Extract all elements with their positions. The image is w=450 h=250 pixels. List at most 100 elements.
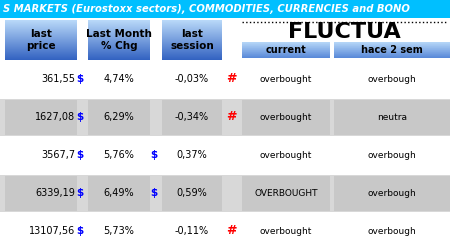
Bar	[5, 28, 77, 29]
Bar	[334, 56, 450, 57]
Text: last
price: last price	[26, 29, 56, 51]
Bar	[162, 34, 222, 35]
Bar	[242, 48, 330, 49]
Bar	[334, 44, 450, 45]
Text: hace 2 sem: hace 2 sem	[361, 45, 423, 55]
Text: $: $	[76, 74, 84, 84]
Bar	[5, 34, 77, 36]
Bar	[5, 46, 77, 47]
Bar	[88, 50, 150, 52]
Bar	[162, 42, 222, 43]
Text: overbough: overbough	[368, 188, 416, 198]
Bar	[242, 44, 330, 45]
Bar	[5, 36, 77, 38]
Text: 1627,08: 1627,08	[35, 112, 75, 122]
Bar	[334, 50, 450, 51]
Bar	[162, 48, 222, 50]
Bar	[88, 32, 150, 34]
Text: 0,59%: 0,59%	[176, 188, 207, 198]
Bar	[162, 28, 222, 30]
Text: -0,11%: -0,11%	[175, 226, 209, 236]
Bar	[5, 26, 77, 27]
Bar	[242, 49, 330, 50]
Bar	[88, 48, 150, 50]
Bar	[334, 42, 450, 43]
Bar	[88, 38, 150, 40]
Text: $: $	[76, 226, 84, 236]
Text: last
session: last session	[170, 29, 214, 51]
Bar	[5, 40, 77, 41]
Bar	[242, 55, 330, 56]
Bar	[5, 28, 77, 30]
Text: 4,74%: 4,74%	[104, 74, 135, 84]
Bar	[242, 52, 330, 53]
Bar	[162, 24, 222, 26]
Bar	[242, 176, 330, 211]
Text: -0,03%: -0,03%	[175, 74, 209, 84]
Bar	[242, 100, 330, 135]
Bar	[242, 42, 330, 43]
Bar	[162, 24, 222, 25]
Bar	[334, 44, 450, 45]
Bar	[242, 42, 330, 43]
Text: $: $	[76, 112, 84, 122]
Bar	[334, 54, 450, 55]
Bar	[242, 47, 330, 48]
Bar	[5, 34, 77, 35]
Bar	[242, 57, 330, 58]
Bar	[242, 46, 330, 47]
Bar	[242, 53, 330, 54]
Bar	[334, 45, 450, 46]
Bar	[162, 58, 222, 59]
Bar	[0, 175, 450, 212]
Bar	[5, 176, 77, 211]
Bar	[334, 53, 450, 54]
Bar	[162, 40, 222, 42]
Bar	[88, 32, 150, 33]
Bar	[162, 28, 222, 29]
Bar	[162, 30, 222, 32]
Bar	[242, 50, 330, 51]
Bar	[88, 44, 150, 45]
Bar	[334, 176, 450, 211]
Bar	[88, 56, 150, 57]
Bar	[88, 56, 150, 58]
Bar	[334, 48, 450, 49]
Bar	[162, 34, 222, 36]
Bar	[88, 176, 150, 211]
Bar	[5, 42, 77, 44]
Bar	[88, 36, 150, 38]
Bar	[162, 44, 222, 46]
Bar	[88, 42, 150, 43]
Bar	[88, 46, 150, 48]
Bar	[88, 52, 150, 53]
Bar	[88, 22, 150, 23]
Bar	[5, 50, 77, 52]
Text: overbought: overbought	[260, 150, 312, 160]
Bar	[88, 34, 150, 36]
Bar	[5, 52, 77, 54]
Bar	[242, 47, 330, 48]
Bar	[5, 100, 77, 135]
Bar	[334, 43, 450, 44]
Bar	[334, 51, 450, 52]
Bar	[162, 26, 222, 28]
Bar	[88, 28, 150, 30]
Bar	[162, 22, 222, 24]
Bar	[242, 54, 330, 55]
Text: #: #	[226, 110, 236, 124]
Bar	[162, 54, 222, 56]
Bar	[242, 54, 330, 55]
Text: neutra: neutra	[377, 112, 407, 122]
Bar	[5, 22, 77, 23]
Bar	[88, 20, 150, 22]
Bar	[88, 34, 150, 35]
Bar	[162, 44, 222, 45]
Bar	[5, 46, 77, 48]
Bar	[162, 48, 222, 49]
Bar	[88, 26, 150, 27]
Text: 5,73%: 5,73%	[104, 226, 135, 236]
Bar	[5, 20, 77, 22]
Bar	[5, 48, 77, 50]
Bar	[162, 54, 222, 55]
